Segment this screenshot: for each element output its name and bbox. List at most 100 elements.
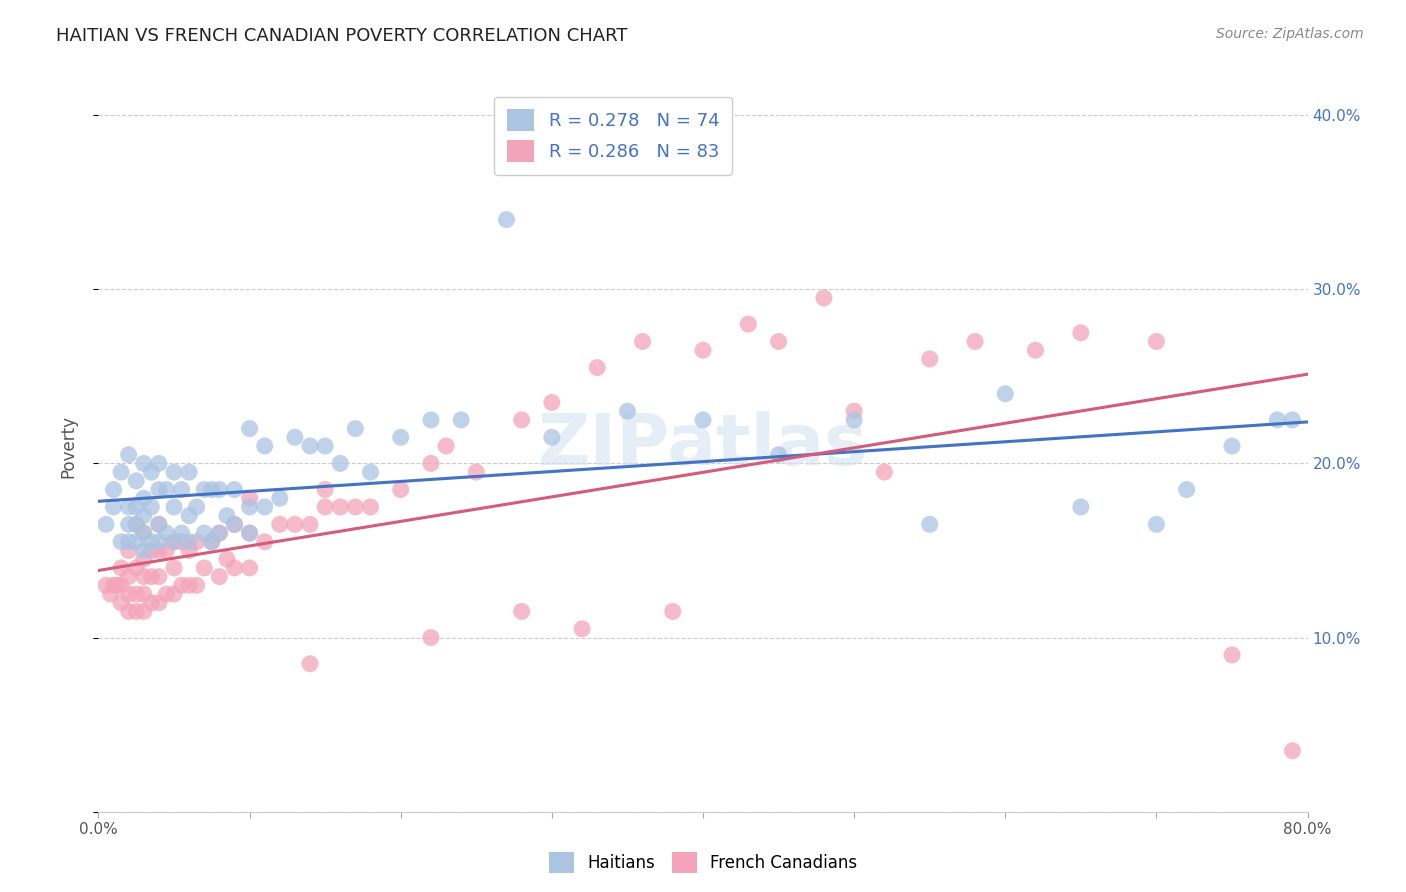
Point	[215, 552, 238, 566]
Point	[201, 534, 224, 549]
Text: ZIPatlas: ZIPatlas	[538, 411, 868, 481]
Point	[118, 517, 141, 532]
Point	[148, 534, 170, 549]
Point	[163, 587, 186, 601]
Point	[269, 491, 291, 506]
Point	[269, 517, 291, 532]
Point	[420, 457, 443, 471]
Point	[239, 500, 262, 514]
Point	[148, 517, 170, 532]
Point	[224, 517, 246, 532]
Point	[631, 334, 654, 349]
Point	[224, 517, 246, 532]
Text: HAITIAN VS FRENCH CANADIAN POVERTY CORRELATION CHART: HAITIAN VS FRENCH CANADIAN POVERTY CORRE…	[56, 27, 627, 45]
Point	[141, 500, 163, 514]
Point	[163, 465, 186, 479]
Point	[616, 404, 638, 418]
Point	[179, 578, 201, 592]
Point	[125, 534, 148, 549]
Point	[103, 500, 125, 514]
Point	[163, 534, 186, 549]
Point	[299, 657, 322, 671]
Point	[1144, 517, 1167, 532]
Point	[155, 526, 177, 541]
Point	[132, 491, 155, 506]
Point	[110, 534, 132, 549]
Point	[118, 587, 141, 601]
Point	[186, 500, 208, 514]
Point	[193, 526, 215, 541]
Point	[299, 439, 322, 453]
Point	[844, 404, 866, 418]
Point	[179, 534, 201, 549]
Point	[125, 587, 148, 601]
Point	[420, 413, 443, 427]
Point	[118, 604, 141, 618]
Point	[329, 500, 352, 514]
Point	[132, 552, 155, 566]
Point	[170, 534, 193, 549]
Point	[125, 517, 148, 532]
Point	[1144, 334, 1167, 349]
Point	[253, 439, 276, 453]
Point	[540, 430, 562, 444]
Legend: Haitians, French Canadians: Haitians, French Canadians	[543, 846, 863, 880]
Point	[125, 500, 148, 514]
Point	[148, 457, 170, 471]
Point	[94, 578, 117, 592]
Point	[239, 561, 262, 575]
Point	[737, 317, 759, 331]
Point	[450, 413, 472, 427]
Point	[465, 465, 488, 479]
Point	[132, 543, 155, 558]
Point	[148, 569, 170, 583]
Point	[155, 543, 177, 558]
Point	[186, 578, 208, 592]
Point	[208, 569, 231, 583]
Point	[110, 561, 132, 575]
Point	[141, 465, 163, 479]
Point	[586, 360, 609, 375]
Point	[148, 483, 170, 497]
Point	[360, 500, 382, 514]
Point	[389, 483, 412, 497]
Point	[179, 465, 201, 479]
Legend: R = 0.278   N = 74, R = 0.286   N = 83: R = 0.278 N = 74, R = 0.286 N = 83	[495, 96, 731, 175]
Point	[132, 526, 155, 541]
Point	[155, 483, 177, 497]
Point	[193, 483, 215, 497]
Point	[148, 543, 170, 558]
Point	[420, 631, 443, 645]
Point	[208, 526, 231, 541]
Point	[170, 483, 193, 497]
Point	[110, 465, 132, 479]
Point	[132, 457, 155, 471]
Point	[103, 578, 125, 592]
Point	[125, 517, 148, 532]
Point	[193, 561, 215, 575]
Point	[110, 596, 132, 610]
Point	[314, 483, 336, 497]
Point	[844, 413, 866, 427]
Point	[540, 395, 562, 409]
Point	[344, 421, 367, 435]
Point	[692, 413, 714, 427]
Point	[132, 526, 155, 541]
Point	[571, 622, 593, 636]
Point	[179, 543, 201, 558]
Point	[132, 604, 155, 618]
Point	[132, 508, 155, 523]
Point	[1070, 500, 1092, 514]
Text: Source: ZipAtlas.com: Source: ZipAtlas.com	[1216, 27, 1364, 41]
Point	[118, 569, 141, 583]
Point	[224, 483, 246, 497]
Point	[224, 561, 246, 575]
Point	[1024, 343, 1046, 358]
Point	[253, 500, 276, 514]
Point	[201, 483, 224, 497]
Point	[118, 448, 141, 462]
Point	[163, 561, 186, 575]
Point	[344, 500, 367, 514]
Point	[360, 465, 382, 479]
Point	[179, 508, 201, 523]
